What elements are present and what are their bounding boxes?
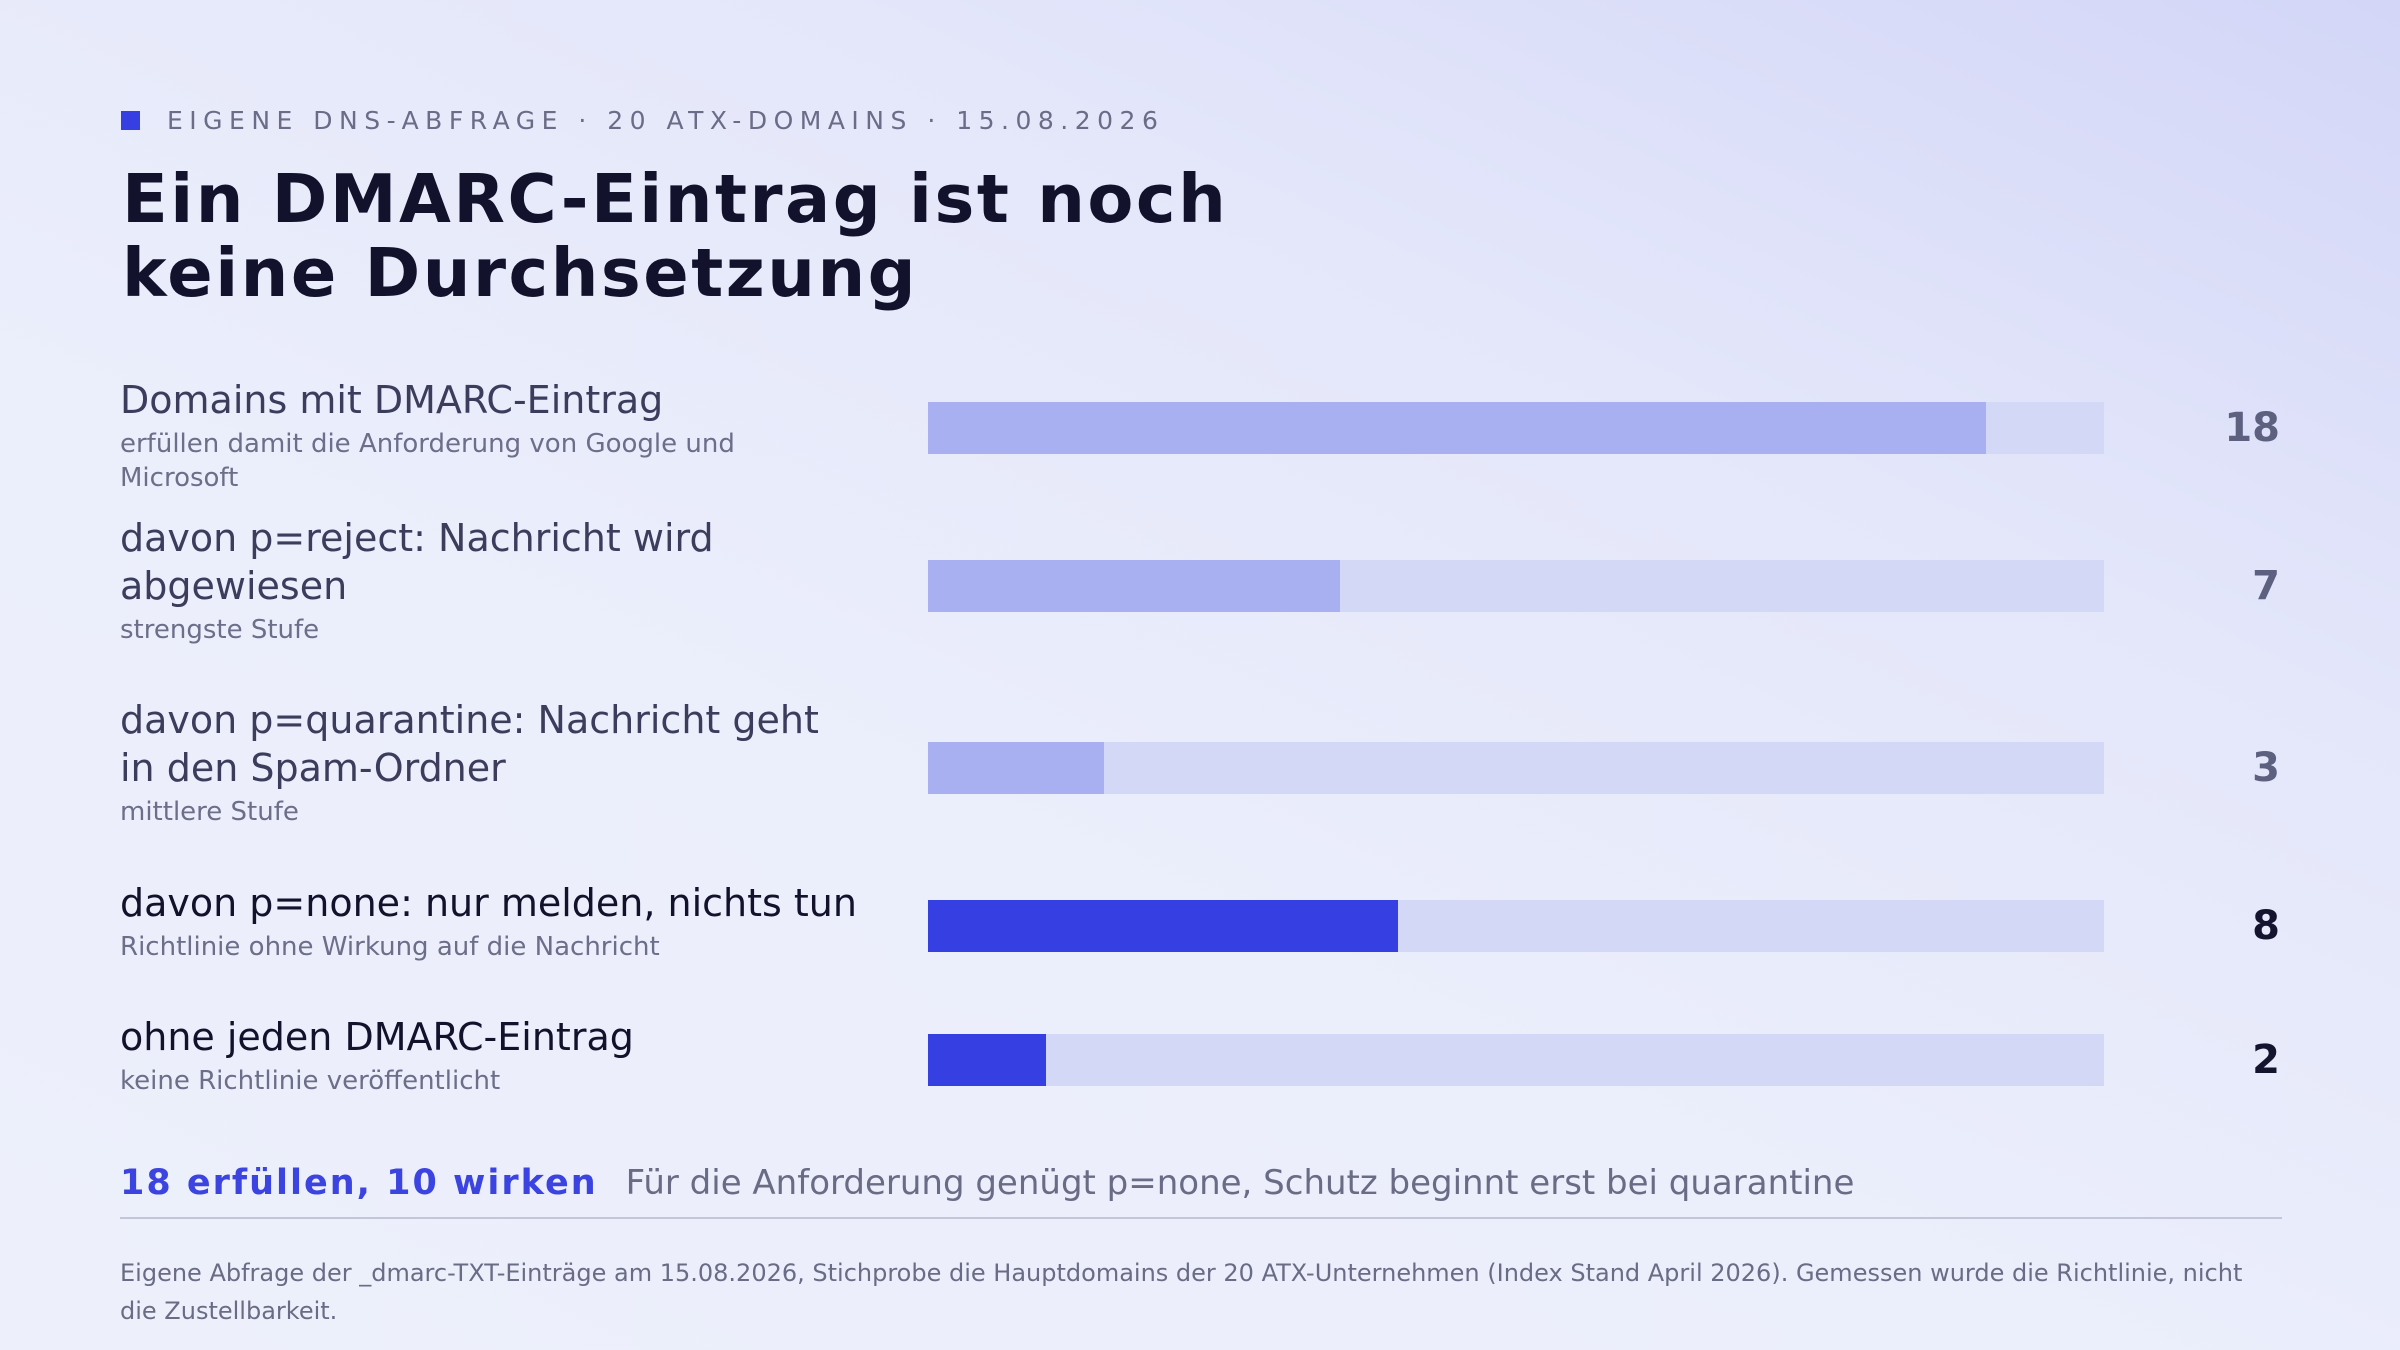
page-title: Ein DMARC-Eintrag ist noch keine Durchse… bbox=[122, 162, 1422, 310]
row-label: davon p=reject: Nachricht wird abgewiese… bbox=[120, 514, 860, 647]
row-subtitle: strengste Stufe bbox=[120, 615, 320, 645]
bar-value-label: 2 bbox=[2252, 1037, 2280, 1083]
row-title: ohne jeden DMARC-Eintrag bbox=[120, 1015, 634, 1059]
summary-text: Für die Anforderung genügt p=none, Schut… bbox=[625, 1163, 1855, 1203]
bar-value-label: 3 bbox=[2252, 745, 2280, 791]
divider bbox=[120, 1217, 2282, 1219]
row-subtitle: erfüllen damit die Anforderung von Googl… bbox=[120, 429, 735, 493]
bar-value-label: 8 bbox=[2252, 903, 2280, 949]
bar-track bbox=[928, 742, 2104, 794]
row-title: davon p=none: nur melden, nichts tun bbox=[120, 881, 857, 925]
bar-value-label: 7 bbox=[2252, 563, 2280, 609]
bar bbox=[928, 742, 1104, 794]
row-title: davon p=reject: Nachricht wird abgewiese… bbox=[120, 516, 714, 608]
row-subtitle: mittlere Stufe bbox=[120, 797, 299, 827]
row-label: Domains mit DMARC-Eintrag erfüllen damit … bbox=[120, 376, 860, 495]
title-line-2: keine Durchsetzung bbox=[122, 234, 919, 312]
row-subtitle: Richtlinie ohne Wirkung auf die Nachrich… bbox=[120, 932, 660, 962]
title-line-1: Ein DMARC-Eintrag ist noch bbox=[122, 160, 1229, 238]
row-title: Domains mit DMARC-Eintrag bbox=[120, 378, 664, 422]
row-title: davon p=quarantine: Nachricht geht in de… bbox=[120, 698, 819, 790]
row-subtitle: keine Richtlinie veröffentlicht bbox=[120, 1066, 501, 1096]
summary: 18 erfüllen, 10 wirken Für die Anforderu… bbox=[120, 1163, 1854, 1203]
bar bbox=[928, 402, 1986, 454]
row-label: ohne jeden DMARC-Eintrag keine Richtlinie… bbox=[120, 1013, 860, 1098]
row-label: davon p=quarantine: Nachricht geht in de… bbox=[120, 696, 860, 829]
row-label: davon p=none: nur melden, nichts tun Rich… bbox=[120, 879, 860, 964]
source-footnote: Eigene Abfrage der _dmarc-TXT-Einträge a… bbox=[120, 1259, 2243, 1325]
bar bbox=[928, 560, 1340, 612]
summary-headline: 18 erfüllen, 10 wirken bbox=[120, 1163, 598, 1203]
bar bbox=[928, 1034, 1046, 1086]
bar-track bbox=[928, 560, 2104, 612]
bar-track bbox=[928, 1034, 2104, 1086]
kicker-square-icon bbox=[121, 110, 140, 130]
bar-track bbox=[928, 402, 2104, 454]
bar-value-label: 18 bbox=[2224, 405, 2280, 451]
kicker: EIGENE DNS-ABFRAGE · 20 ATX-DOMAINS · 15… bbox=[121, 100, 1164, 140]
kicker-text: EIGENE DNS-ABFRAGE · 20 ATX-DOMAINS · 15… bbox=[167, 105, 1165, 135]
bar bbox=[928, 900, 1398, 952]
bar-track bbox=[928, 900, 2104, 952]
